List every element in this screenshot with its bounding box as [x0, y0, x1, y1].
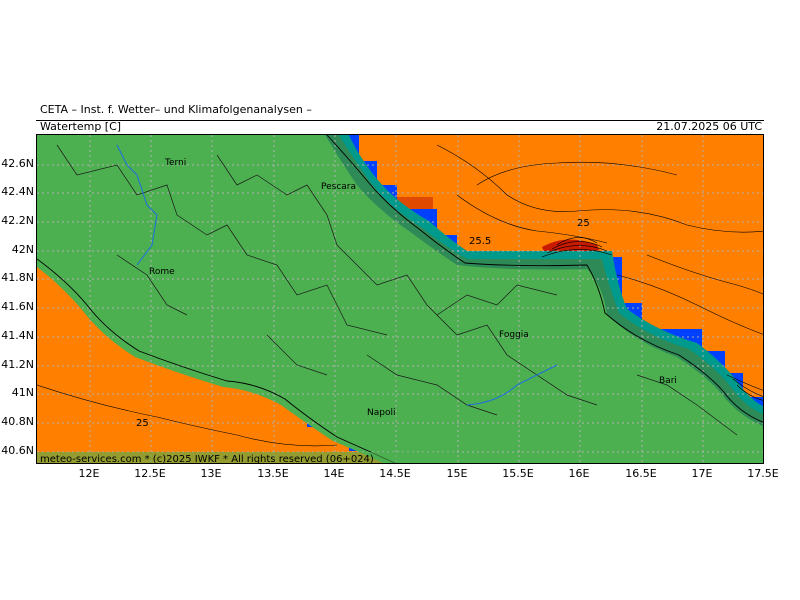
city-napoli: Napoli: [367, 408, 395, 418]
lat-label: 41.4N: [1, 329, 34, 342]
lon-label: 15E: [446, 467, 468, 480]
lat-label: 42.2N: [1, 214, 34, 227]
lat-label: 40.8N: [1, 415, 34, 428]
lon-label: 16.5E: [625, 467, 657, 480]
city-terni: Terni: [164, 158, 186, 168]
lon-label: 13E: [200, 467, 222, 480]
contour-label: 25: [577, 218, 590, 229]
lon-label: 15.5E: [502, 467, 534, 480]
lat-label: 42N: [11, 243, 34, 256]
lon-label: 12E: [78, 467, 100, 480]
map-panel: Terni Pescara Rome Foggia Bari Napoli 25…: [36, 134, 764, 464]
parameter-label: Watertemp [C]: [40, 120, 122, 133]
lat-label: 41.8N: [1, 271, 34, 284]
lon-label: 17.5E: [747, 467, 779, 480]
lat-label: 41.6N: [1, 300, 34, 313]
lon-label: 13.5E: [257, 467, 289, 480]
credit-text: meteo-services.com * (c)2025 IWKF * All …: [40, 454, 374, 464]
lon-label: 14.5E: [379, 467, 411, 480]
credit-strip: [37, 452, 457, 463]
city-foggia: Foggia: [499, 330, 529, 340]
city-rome: Rome: [149, 267, 175, 277]
lat-label: 42.4N: [1, 185, 34, 198]
contour-label: 25.5: [469, 236, 491, 247]
lon-label: 12.5E: [134, 467, 166, 480]
region-boundaries: [56, 144, 738, 436]
datetime-label: 21.07.2025 06 UTC: [656, 120, 762, 133]
contour-label: 25: [136, 418, 149, 429]
city-bari: Bari: [659, 376, 677, 386]
header-rule: [36, 120, 764, 121]
lon-label: 16E: [568, 467, 590, 480]
lat-label: 41.2N: [1, 358, 34, 371]
map-canvas: Terni Pescara Rome Foggia Bari Napoli 25…: [37, 135, 763, 464]
lat-label: 41N: [11, 386, 34, 399]
temperature-contours: [37, 144, 763, 447]
rivers: [116, 144, 558, 406]
land-area: [37, 135, 763, 463]
institute-title: CETA – Inst. f. Wetter– und Klimafolgena…: [40, 103, 312, 116]
lon-label: 17E: [691, 467, 713, 480]
lat-label: 40.6N: [1, 444, 34, 457]
lat-label: 42.6N: [1, 157, 34, 170]
coastline: [37, 135, 763, 463]
city-pescara: Pescara: [321, 182, 356, 192]
lon-label: 14E: [323, 467, 345, 480]
